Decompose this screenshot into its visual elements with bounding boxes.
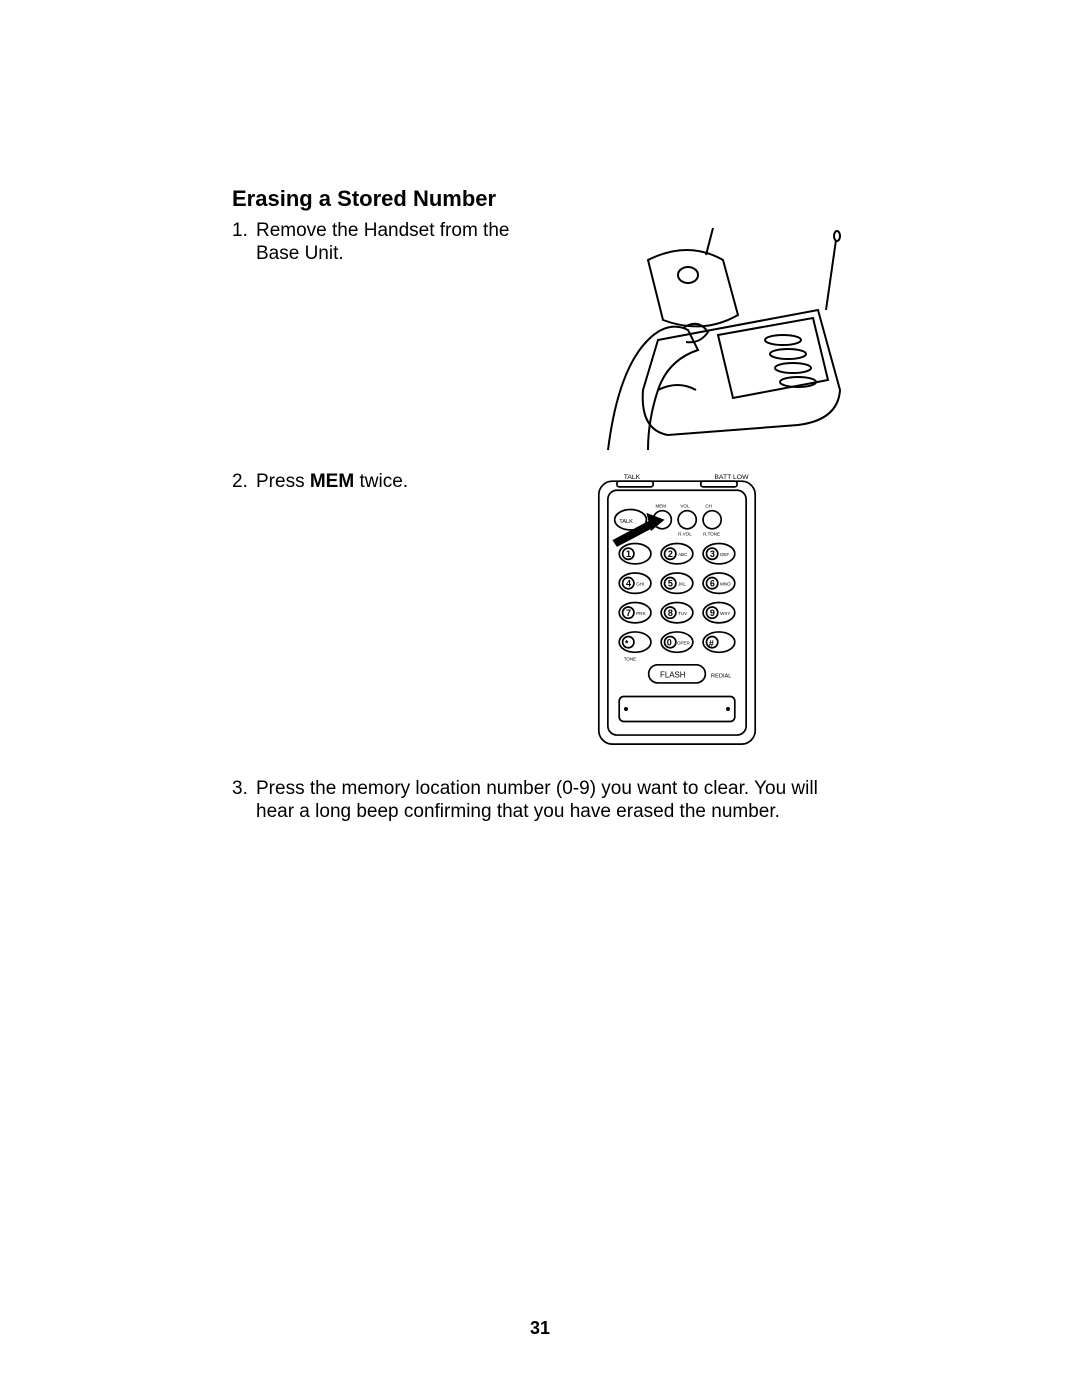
svg-text:OPER: OPER [677,640,691,645]
svg-text:PRS: PRS [636,611,645,616]
step-2-prefix: Press [256,471,310,492]
step-2-row: 2.Press MEM twice. TALK BATT LOW MEM VOL… [232,465,848,754]
svg-text:JKL: JKL [678,581,686,586]
svg-text:TUV: TUV [678,611,687,616]
step-3-body: Press the memory location number (0-9) y… [256,778,836,824]
svg-text:8: 8 [668,608,673,618]
svg-text:2: 2 [668,549,673,559]
svg-text:6: 6 [710,579,715,589]
svg-text:R.TONE: R.TONE [703,532,720,537]
step-3-number: 3. [232,778,256,801]
section-heading: Erasing a Stored Number [232,186,848,212]
svg-text:4: 4 [626,579,631,589]
step-3-text: 3.Press the memory location number (0-9)… [232,778,848,824]
svg-text:REDIAL: REDIAL [711,673,731,679]
svg-text:WXY: WXY [720,611,730,616]
step-2-suffix: twice. [354,471,408,492]
svg-text:TALK: TALK [624,474,641,481]
svg-text:9: 9 [710,608,715,618]
step-1-body: Remove the Handset from the Base Unit. [256,220,516,266]
svg-text:TONE: TONE [624,656,636,661]
svg-text:MNO: MNO [720,581,731,586]
svg-text:CH: CH [705,503,712,508]
svg-text:1: 1 [626,549,631,559]
svg-text:FLASH: FLASH [660,670,686,679]
svg-text:7: 7 [626,608,631,618]
step-1-text: 1.Remove the Handset from the Base Unit. [232,220,532,266]
svg-text:ABC: ABC [678,552,688,557]
svg-text:DEF: DEF [720,552,729,557]
svg-text:3: 3 [710,549,715,559]
step-1-row: 1.Remove the Handset from the Base Unit. [232,220,848,455]
step-2-text: 2.Press MEM twice. [232,471,532,494]
svg-text:GHI: GHI [636,581,644,586]
step-2-number: 2. [232,471,256,494]
figure-keypad: TALK BATT LOW MEM VOL CH TALK R.VOL R.TO… [592,465,762,754]
svg-text:VOL: VOL [680,503,690,508]
svg-text:*: * [625,639,629,649]
svg-text:0: 0 [667,638,672,648]
keypad-illustration-icon: TALK BATT LOW MEM VOL CH TALK R.VOL R.TO… [592,465,762,749]
handset-illustration-icon [588,220,848,450]
page-number: 31 [0,1318,1080,1339]
step-2-bold: MEM [310,471,354,492]
manual-page: Erasing a Stored Number 1.Remove the Han… [0,0,1080,1397]
svg-text:BATT LOW: BATT LOW [714,474,749,481]
step-2-body: Press MEM twice. [256,471,408,494]
svg-text:R.VOL: R.VOL [678,532,692,537]
figure-handset-removal [588,220,848,455]
step-1-number: 1. [232,220,256,243]
svg-text:TALK: TALK [619,519,633,525]
svg-text:5: 5 [668,579,673,589]
svg-text:MEM: MEM [655,503,666,508]
svg-text:#: # [709,639,714,649]
